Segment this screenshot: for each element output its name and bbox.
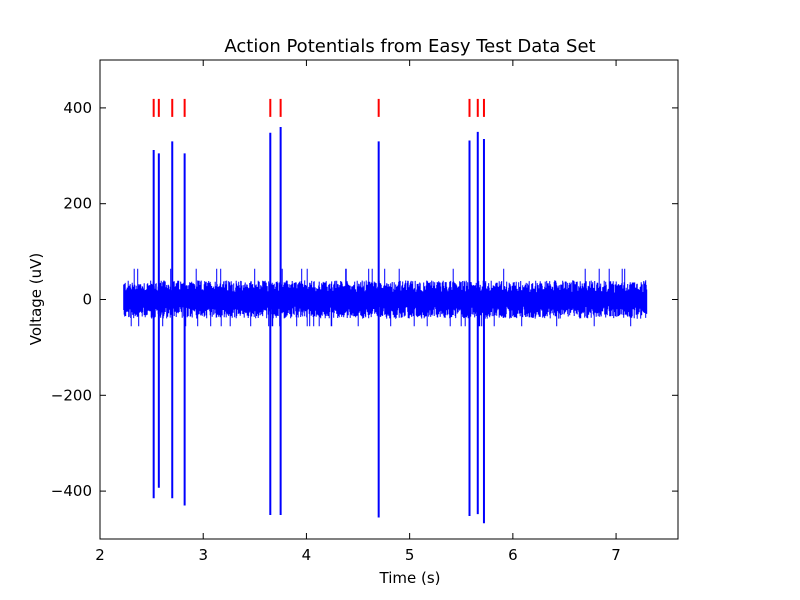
y-tick-label: −200	[51, 386, 92, 404]
y-tick-label: 400	[63, 99, 92, 117]
voltage-trace	[123, 268, 648, 327]
chart-title: Action Potentials from Easy Test Data Se…	[224, 36, 595, 57]
x-tick-label: 7	[611, 546, 621, 564]
x-tick-label: 3	[198, 546, 208, 564]
x-axis-label: Time (s)	[379, 569, 441, 587]
x-tick-label: 6	[508, 546, 518, 564]
plot-area	[123, 98, 648, 524]
x-tick-label: 5	[405, 546, 415, 564]
x-tick-label: 4	[302, 546, 312, 564]
y-tick-label: 200	[63, 195, 92, 213]
axis-ticks: 2 3 4 5 6 7 −400 −200 0 200 400	[51, 60, 678, 564]
y-tick-label: 0	[82, 291, 92, 309]
y-axis-label: Voltage (uV)	[27, 253, 45, 346]
y-tick-label: −400	[51, 482, 92, 500]
x-tick-label: 2	[95, 546, 105, 564]
